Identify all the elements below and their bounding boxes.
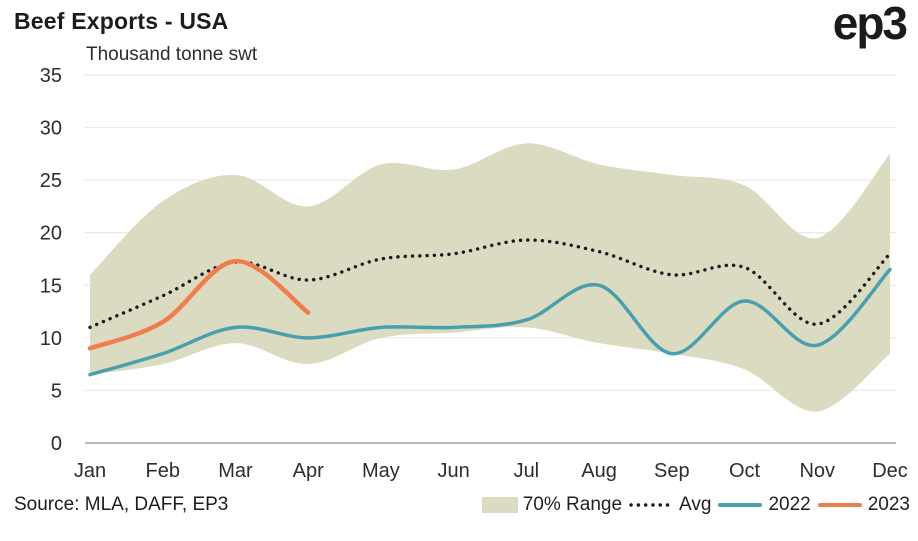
avg-line-swatch <box>628 497 674 513</box>
legend-item-avg: Avg <box>628 494 711 516</box>
x-tick-label: Dec <box>872 460 908 482</box>
x-tick-label: Jun <box>438 460 470 482</box>
chart-legend: 70% Range Avg 2022 2023 <box>481 494 910 516</box>
x-tick-label: May <box>362 460 400 482</box>
x-tick-label: Aug <box>581 460 617 482</box>
legend-item-range: 70% Range <box>481 494 623 516</box>
x-tick-label: Sep <box>654 460 690 482</box>
y-tick-label: 5 <box>51 380 62 402</box>
x-tick-label: Oct <box>729 460 761 482</box>
legend-label-range: 70% Range <box>522 494 623 515</box>
legend-item-2023: 2023 <box>817 494 910 516</box>
legend-label-2023: 2023 <box>867 494 910 515</box>
chart-footer: Source: MLA, DAFF, EP3 70% Range Avg 202… <box>0 494 918 516</box>
x-tick-label: Jul <box>514 460 540 482</box>
page-title: Beef Exports - USA <box>14 8 229 34</box>
axis-unit-label: Thousand tonne swt <box>86 44 258 65</box>
line-2022-swatch <box>717 497 763 513</box>
y-tick-label: 35 <box>40 65 62 87</box>
series-line-2022 <box>88 267 892 377</box>
ep3-logo: ep3 <box>832 0 908 49</box>
source-note: Source: MLA, DAFF, EP3 <box>14 494 229 515</box>
x-tick-label: Nov <box>799 460 835 482</box>
legend-item-2022: 2022 <box>717 494 811 516</box>
y-tick-label: 25 <box>40 170 62 192</box>
x-tick-label: Mar <box>218 460 253 482</box>
y-tick-label: 0 <box>51 433 62 455</box>
range-swatch <box>481 497 518 513</box>
x-tick-label: Jan <box>74 460 106 482</box>
y-tick-label: 15 <box>40 275 62 297</box>
legend-label-2022: 2022 <box>768 494 811 515</box>
y-tick-label: 10 <box>40 328 62 350</box>
series-line-2023 <box>87 258 311 351</box>
y-tick-label: 20 <box>40 223 62 245</box>
y-tick-label: 30 <box>40 118 62 140</box>
x-tick-label: Apr <box>293 460 324 482</box>
line-2023-swatch <box>817 497 863 513</box>
x-tick-label: Feb <box>145 460 179 482</box>
legend-label-avg: Avg <box>679 494 712 515</box>
chart-canvas: 0 5 10 15 20 25 30 35 Jan Feb Mar Apr May Jun Jul Aug Se… <box>40 65 908 482</box>
